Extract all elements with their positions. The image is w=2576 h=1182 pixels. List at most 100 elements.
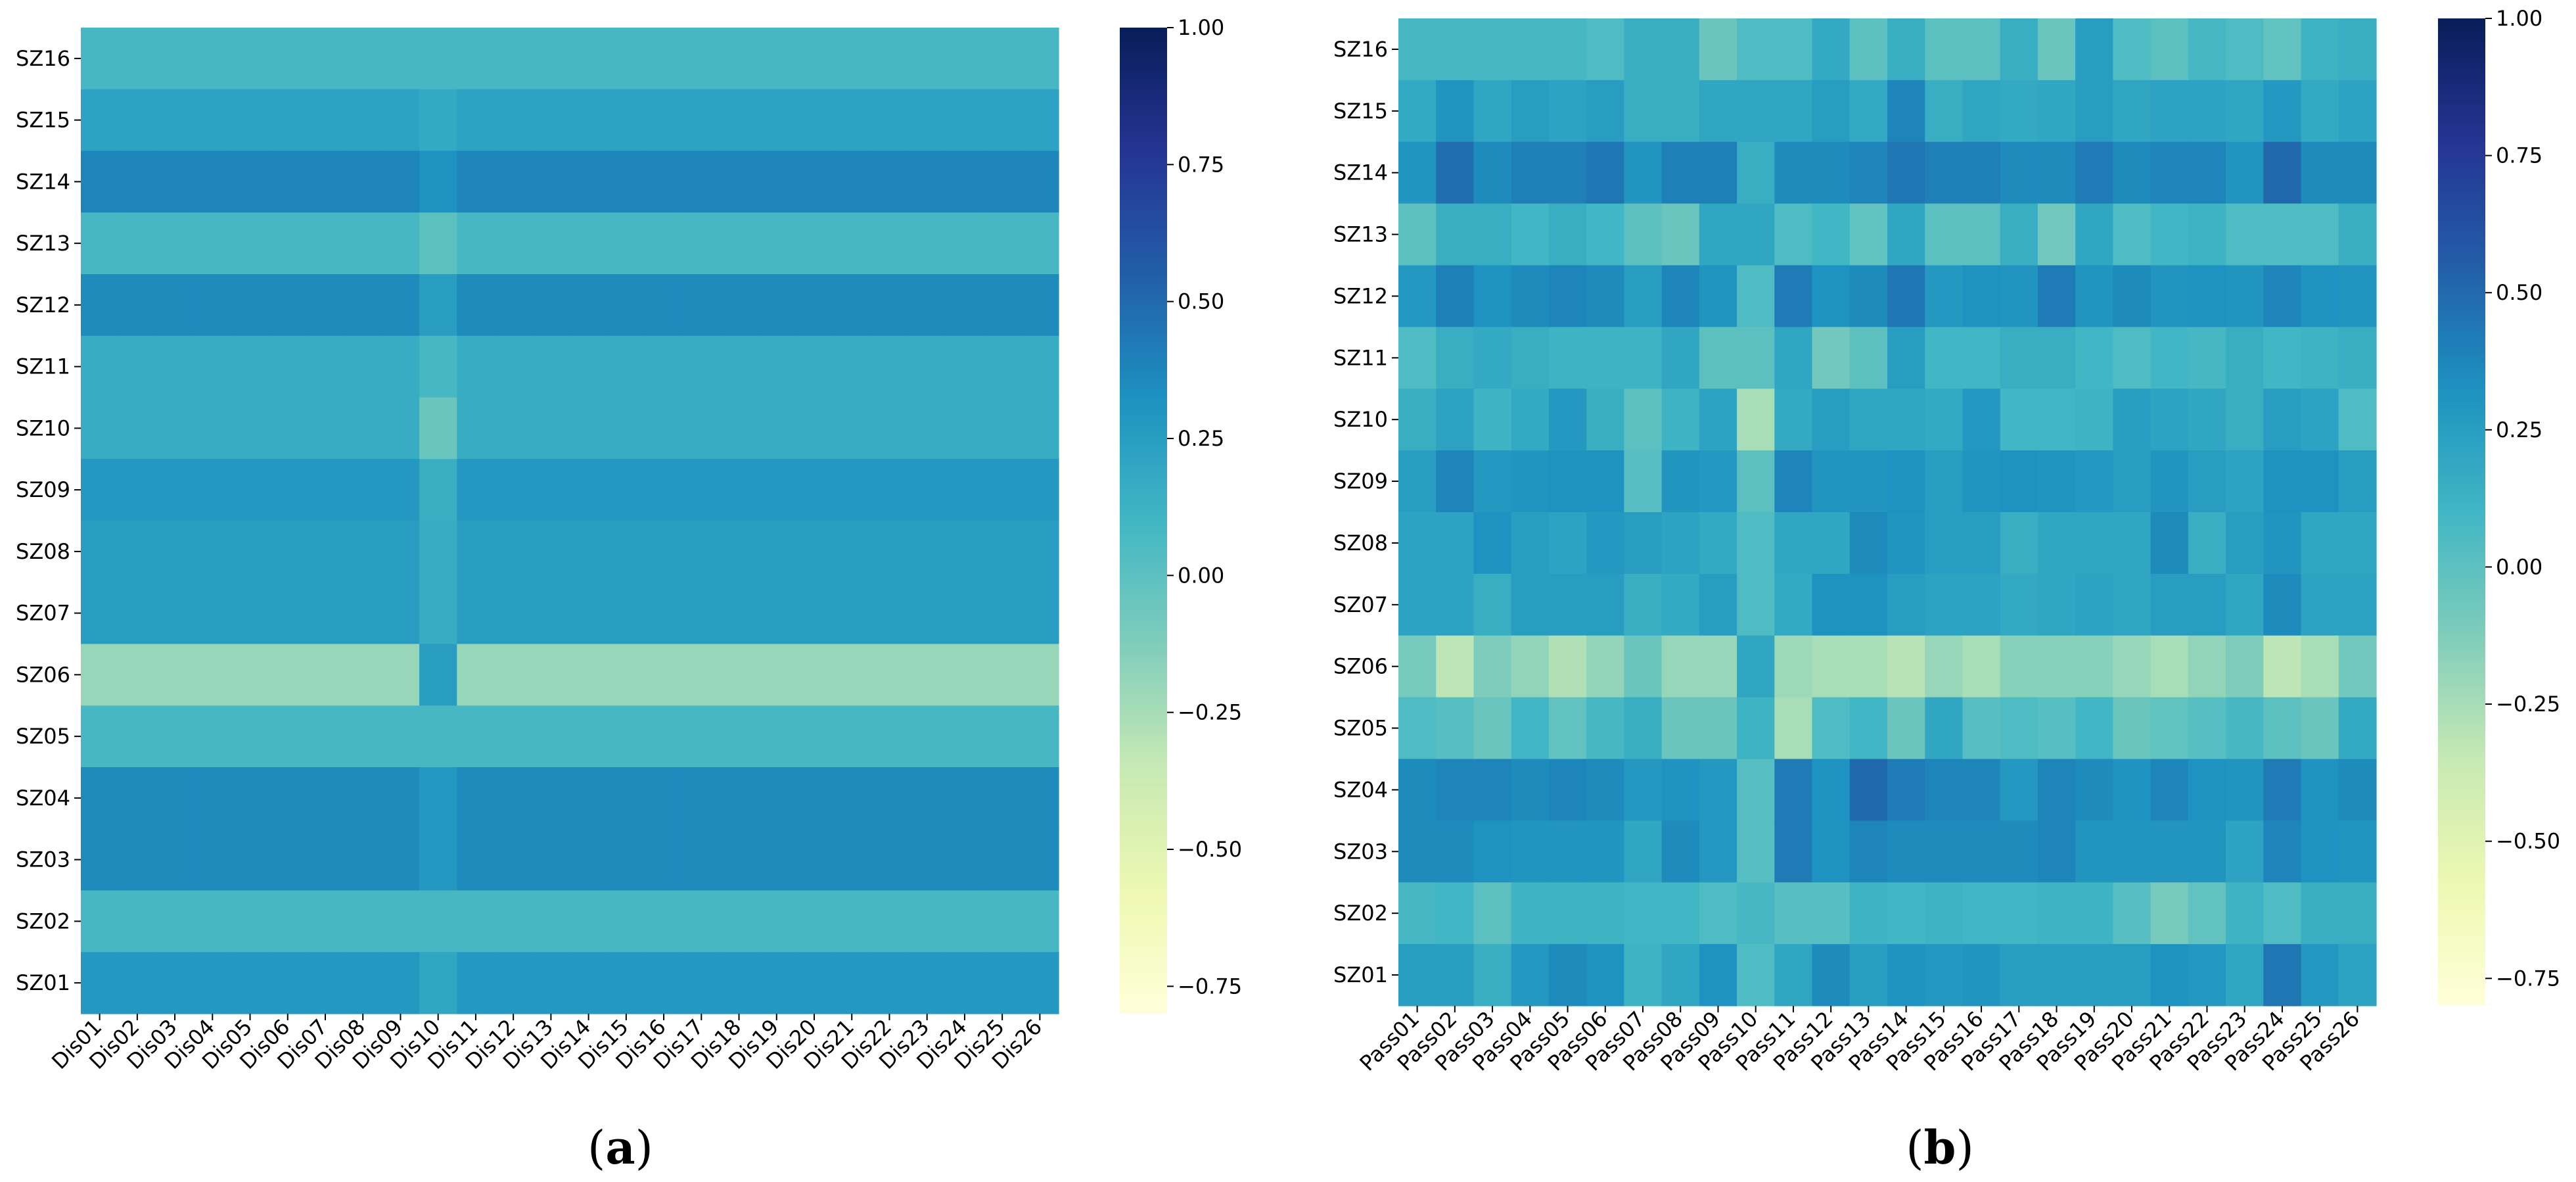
heatmap-cell-b-SZ07-Pass17 (2000, 573, 2038, 636)
heatmap-cell-b-SZ16-Pass15 (1925, 18, 1964, 81)
heatmap-cell-a-SZ02-Dis11 (457, 890, 495, 953)
heatmap-cell-a-SZ10-Dis06 (269, 397, 307, 460)
heatmap-cell-b-SZ05-Pass08 (1661, 697, 1700, 760)
heatmap-cell-b-SZ01-Pass09 (1699, 944, 1737, 1006)
heatmap-cell-b-SZ14-Pass26 (2338, 141, 2377, 204)
heatmap-cell-a-SZ12-Dis03 (156, 274, 195, 337)
heatmap-cell-a-SZ16-Dis21 (833, 28, 871, 90)
heatmap-cell-b-SZ11-Pass05 (1548, 327, 1587, 389)
heatmap-cell-b-SZ10-Pass22 (2188, 389, 2226, 451)
y-tick-label-a-SZ04: SZ04 (16, 786, 70, 811)
heatmap-cell-b-SZ08-Pass17 (2000, 512, 2038, 575)
heatmap-cell-a-SZ16-Dis05 (231, 28, 269, 90)
heatmap-cell-b-SZ07-Pass11 (1774, 573, 1813, 636)
heatmap-cell-b-SZ15-Pass05 (1548, 80, 1587, 143)
heatmap-cell-a-SZ09-Dis14 (570, 459, 608, 521)
heatmap-cell-b-SZ07-Pass25 (2301, 573, 2339, 636)
heatmap-cell-a-SZ11-Dis08 (344, 335, 382, 398)
heatmap-cell-b-SZ15-Pass14 (1887, 80, 1925, 143)
heatmap-cell-a-SZ06-Dis02 (118, 644, 157, 706)
heatmap-cell-b-SZ16-Pass06 (1586, 18, 1624, 81)
heatmap-cell-b-SZ06-Pass11 (1774, 635, 1813, 698)
heatmap-cell-b-SZ11-Pass22 (2188, 327, 2226, 389)
heatmap-cell-b-SZ14-Pass06 (1586, 141, 1624, 204)
heatmap-cell-b-SZ15-Pass08 (1661, 80, 1700, 143)
heatmap-cell-b-SZ05-Pass17 (2000, 697, 2038, 760)
heatmap-cell-b-SZ03-Pass16 (1962, 820, 2001, 883)
heatmap-cell-b-SZ03-Pass02 (1436, 820, 1475, 883)
heatmap-cell-b-SZ09-Pass03 (1473, 450, 1512, 513)
heatmap-cell-b-SZ07-Pass02 (1436, 573, 1475, 636)
colorbar-tick-label-b-7: −0.75 (2496, 966, 2560, 991)
heatmap-cell-b-SZ10-Pass24 (2263, 389, 2302, 451)
heatmap-cell-b-SZ03-Pass08 (1661, 820, 1700, 883)
y-tick-label-b-SZ10: SZ10 (1333, 407, 1388, 432)
heatmap-cell-a-SZ08-Dis03 (156, 521, 195, 583)
heatmap-cell-a-SZ14-Dis18 (720, 151, 758, 213)
heatmap-cell-b-SZ11-Pass24 (2263, 327, 2302, 389)
heatmap-cell-b-SZ01-Pass16 (1962, 944, 2001, 1006)
heatmap-cell-b-SZ09-Pass19 (2075, 450, 2113, 513)
heatmap-cell-b-SZ09-Pass04 (1511, 450, 1550, 513)
heatmap-cell-a-SZ12-Dis05 (231, 274, 269, 337)
heatmap-cell-a-SZ08-Dis21 (833, 521, 871, 583)
heatmap-cell-a-SZ05-Dis25 (983, 705, 1022, 768)
heatmap-cell-a-SZ16-Dis13 (532, 28, 570, 90)
heatmap-cell-a-SZ07-Dis02 (118, 582, 157, 645)
heatmap-cell-b-SZ08-Pass03 (1473, 512, 1512, 575)
y-tick-label-b-SZ03: SZ03 (1333, 839, 1388, 864)
heatmap-cell-b-SZ02-Pass07 (1624, 882, 1663, 945)
heatmap-cell-a-SZ05-Dis21 (833, 705, 871, 768)
heatmap-cell-b-SZ09-Pass26 (2338, 450, 2377, 513)
heatmap-cell-b-SZ04-Pass10 (1737, 759, 1775, 821)
heatmap-cell-b-SZ02-Pass13 (1849, 882, 1888, 945)
heatmap-cell-b-SZ04-Pass05 (1548, 759, 1587, 821)
heatmap-cell-a-SZ12-Dis14 (570, 274, 608, 337)
heatmap-cell-a-SZ03-Dis08 (344, 828, 382, 891)
heatmap-cell-b-SZ01-Pass22 (2188, 944, 2226, 1006)
heatmap-cell-a-SZ11-Dis03 (156, 335, 195, 398)
heatmap-cell-b-SZ12-Pass16 (1962, 265, 2001, 327)
y-tick-label-b-SZ15: SZ15 (1333, 99, 1388, 124)
heatmap-cell-a-SZ11-Dis13 (532, 335, 570, 398)
heatmap-cell-a-SZ16-Dis09 (381, 28, 420, 90)
heatmap-cell-a-SZ08-Dis19 (758, 521, 796, 583)
heatmap-cell-b-SZ09-Pass16 (1962, 450, 2001, 513)
panel-label-b: (b) (1906, 1120, 1974, 1175)
heatmap-cell-a-SZ14-Dis22 (870, 151, 909, 213)
heatmap-cell-b-SZ09-Pass25 (2301, 450, 2339, 513)
heatmap-cell-b-SZ01-Pass23 (2226, 944, 2264, 1006)
heatmap-cell-b-SZ13-Pass18 (2037, 203, 2076, 266)
heatmap-cell-a-SZ15-Dis17 (682, 89, 721, 152)
heatmap-cell-a-SZ09-Dis01 (81, 459, 119, 521)
heatmap-cell-a-SZ02-Dis07 (306, 890, 345, 953)
heatmap-cell-b-SZ08-Pass22 (2188, 512, 2226, 575)
heatmap-cell-a-SZ01-Dis07 (306, 952, 345, 1014)
heatmap-cell-b-SZ04-Pass09 (1699, 759, 1737, 821)
heatmap-cell-b-SZ11-Pass07 (1624, 327, 1663, 389)
heatmap-cell-b-SZ04-Pass24 (2263, 759, 2302, 821)
heatmap-cell-a-SZ06-Dis13 (532, 644, 570, 706)
heatmap-cell-a-SZ12-Dis15 (607, 274, 646, 337)
heatmap-cell-a-SZ03-Dis14 (570, 828, 608, 891)
heatmap-cell-a-SZ05-Dis12 (494, 705, 533, 768)
heatmap-cell-a-SZ06-Dis19 (758, 644, 796, 706)
heatmap-cell-a-SZ03-Dis24 (946, 828, 984, 891)
heatmap-cell-b-SZ09-Pass13 (1849, 450, 1888, 513)
heatmap-cell-a-SZ04-Dis08 (344, 767, 382, 830)
heatmap-cell-a-SZ04-Dis05 (231, 767, 269, 830)
heatmap-cell-a-SZ12-Dis01 (81, 274, 119, 337)
heatmap-cell-b-SZ06-Pass17 (2000, 635, 2038, 698)
heatmap-cell-a-SZ06-Dis15 (607, 644, 646, 706)
y-tick-label-a-SZ09: SZ09 (16, 477, 70, 502)
heatmap-cell-a-SZ16-Dis02 (118, 28, 157, 90)
heatmap-cell-a-SZ02-Dis02 (118, 890, 157, 953)
heatmap-cell-a-SZ12-Dis23 (908, 274, 946, 337)
heatmap-cell-b-SZ01-Pass04 (1511, 944, 1550, 1006)
heatmap-cell-b-SZ12-Pass24 (2263, 265, 2302, 327)
heatmap-cell-b-SZ03-Pass03 (1473, 820, 1512, 883)
heatmap-cell-b-SZ12-Pass14 (1887, 265, 1925, 327)
heatmap-cell-a-SZ08-Dis25 (983, 521, 1022, 583)
heatmap-cell-b-SZ16-Pass09 (1699, 18, 1737, 81)
y-tick-label-a-SZ15: SZ15 (16, 108, 70, 133)
